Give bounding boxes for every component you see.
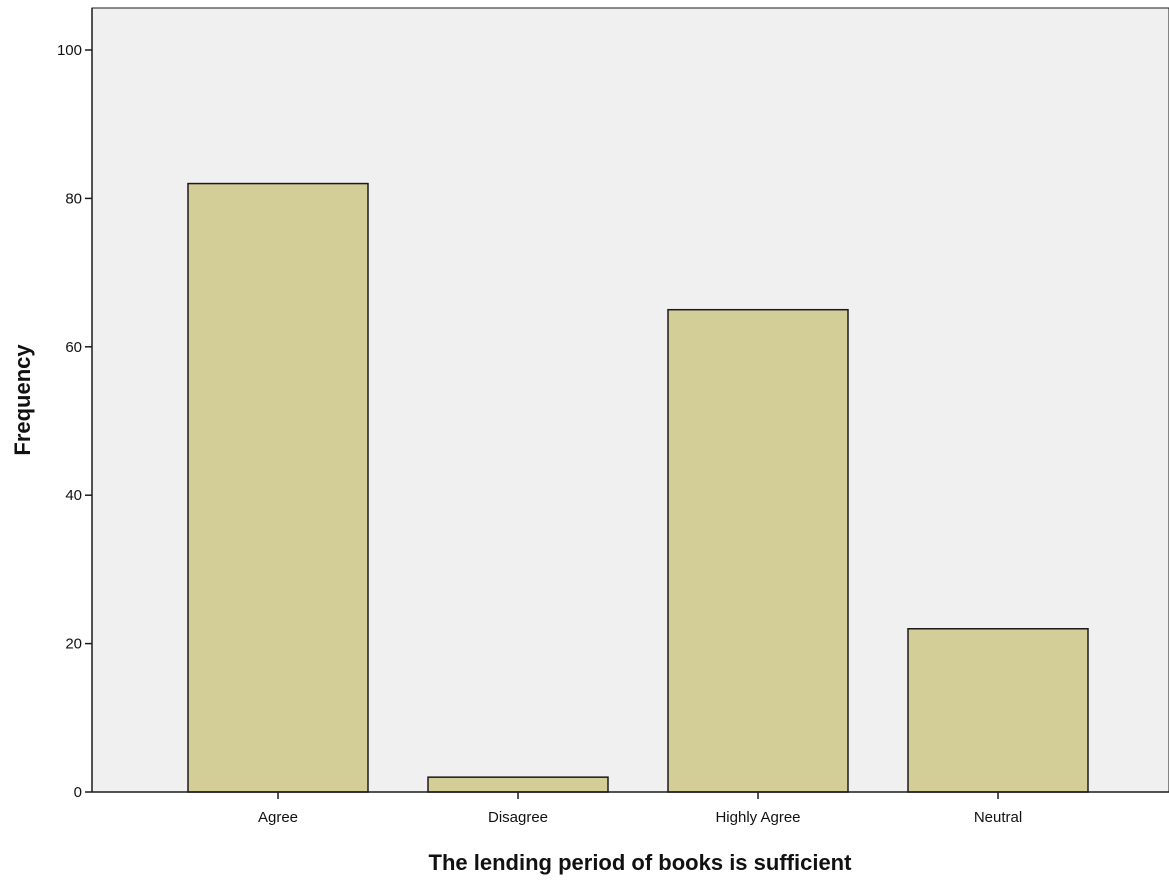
x-tick-label: Disagree: [488, 809, 548, 826]
y-tick-label: 80: [65, 190, 82, 207]
y-axis: 0 20 40 60 80 100: [57, 8, 93, 801]
y-tick-label: 60: [65, 339, 82, 356]
bar-disagree: [427, 776, 609, 793]
x-axis: Agree Disagree Highly Agree Neutral: [92, 791, 1169, 826]
bars: [187, 182, 1089, 793]
y-tick-label: 40: [65, 487, 82, 504]
y-axis-title: Frequency: [10, 344, 35, 456]
y-tick-label: 0: [74, 784, 82, 801]
bar-neutral: [907, 628, 1089, 793]
bar-highly-agree: [667, 308, 849, 793]
y-tick-label: 20: [65, 636, 82, 653]
x-axis-title: The lending period of books is sufficien…: [429, 850, 853, 875]
bar-agree: [187, 182, 369, 793]
y-tick-label: 100: [57, 42, 82, 59]
x-tick-label: Agree: [258, 809, 298, 826]
x-tick-label: Neutral: [974, 809, 1022, 826]
x-tick-label: Highly Agree: [715, 809, 800, 826]
